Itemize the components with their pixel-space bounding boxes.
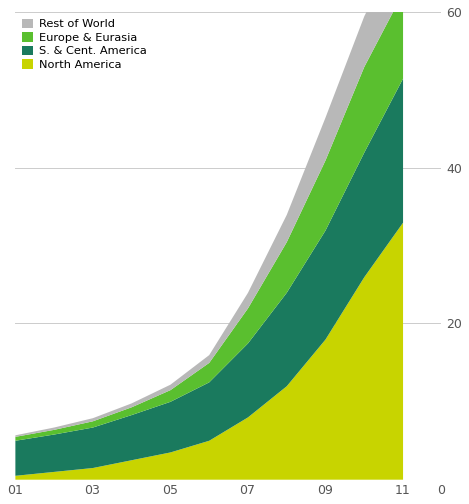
Legend: Rest of World, Europe & Eurasia, S. & Cent. America, North America: Rest of World, Europe & Eurasia, S. & Ce…	[21, 18, 148, 71]
